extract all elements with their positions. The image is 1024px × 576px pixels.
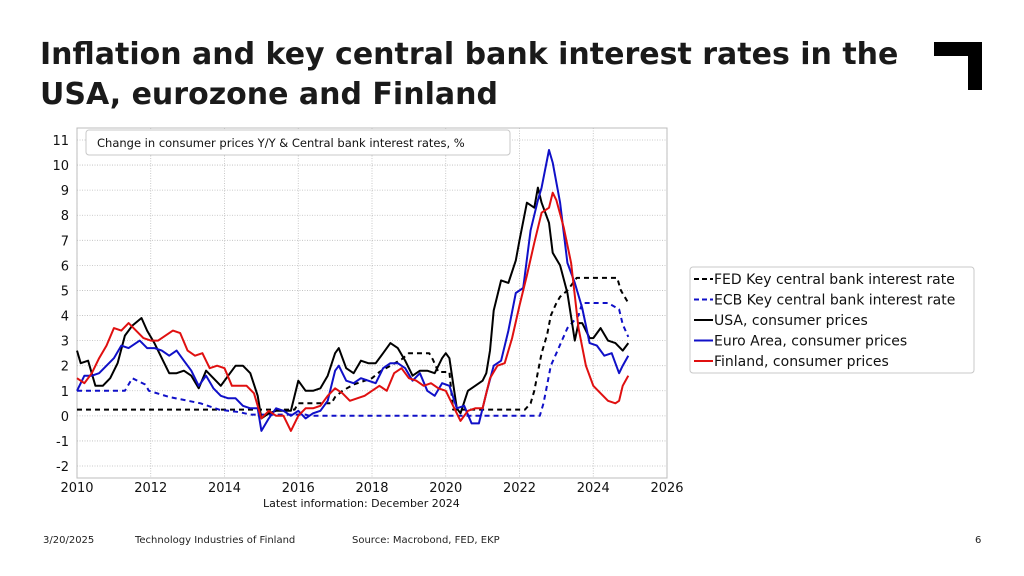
footer-date: 3/20/2025 bbox=[43, 535, 95, 546]
y-tick-label: 10 bbox=[52, 159, 69, 174]
y-tick-label: 3 bbox=[61, 335, 69, 350]
x-tick-label: 2012 bbox=[134, 481, 167, 496]
legend-label: FED Key central bank interest rate bbox=[714, 272, 955, 288]
legend-label: USA, consumer prices bbox=[714, 313, 868, 329]
x-tick-label: 2026 bbox=[650, 481, 683, 496]
y-tick-label: 5 bbox=[61, 284, 69, 299]
legend-label: ECB Key central bank interest rate bbox=[714, 293, 955, 309]
x-tick-label: 2016 bbox=[282, 481, 315, 496]
x-tick-label: 2010 bbox=[60, 481, 93, 496]
y-tick-label: 9 bbox=[61, 184, 69, 199]
y-tick-label: 7 bbox=[61, 234, 69, 249]
x-tick-label: 2018 bbox=[355, 481, 388, 496]
y-tick-label: 1 bbox=[61, 385, 69, 400]
series-line-3 bbox=[76, 186, 630, 420]
y-tick-label: 4 bbox=[61, 310, 69, 325]
y-tick-label: -1 bbox=[56, 435, 69, 450]
x-tick-label: 2022 bbox=[503, 481, 536, 496]
y-tick-label: 2 bbox=[61, 360, 69, 375]
latest-information-note: Latest information: December 2024 bbox=[263, 497, 460, 510]
x-tick-label: 2014 bbox=[208, 481, 241, 496]
y-tick-label: 8 bbox=[61, 209, 69, 224]
legend-label: Finland, consumer prices bbox=[714, 354, 889, 370]
page-number: 6 bbox=[975, 535, 982, 546]
page-title: Inflation and key central bank interest … bbox=[40, 37, 899, 112]
y-tick-label: 11 bbox=[52, 134, 69, 149]
y-tick-label: 6 bbox=[61, 259, 69, 274]
x-tick-label: 2024 bbox=[577, 481, 610, 496]
footer-organization: Technology Industries of Finland bbox=[135, 535, 296, 546]
y-tick-label: 0 bbox=[61, 410, 69, 425]
chart-title-box bbox=[85, 129, 511, 156]
footer-source: Source: Macrobond, FED, EKP bbox=[352, 535, 500, 546]
series-line-5 bbox=[76, 191, 630, 432]
legend-box bbox=[689, 266, 975, 374]
chart-title: Change in consumer prices Y/Y & Central … bbox=[97, 136, 465, 150]
series-line-4 bbox=[76, 149, 630, 432]
x-tick-label: 2020 bbox=[429, 481, 462, 496]
series-line-1 bbox=[77, 276, 630, 411]
y-tick-label: -2 bbox=[56, 460, 69, 475]
legend-label: Euro Area, consumer prices bbox=[714, 334, 907, 350]
brand-logo-icon bbox=[934, 42, 982, 90]
